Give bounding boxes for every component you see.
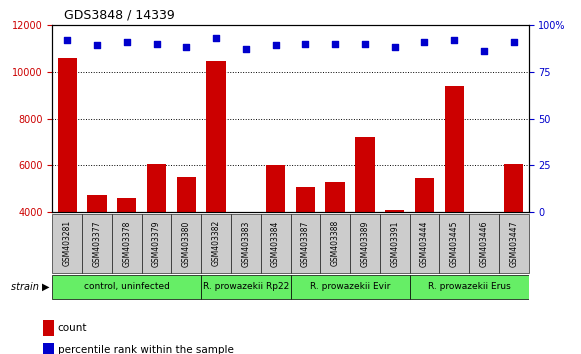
Bar: [201, 275, 290, 299]
Text: GSM403383: GSM403383: [241, 220, 250, 267]
Text: percentile rank within the sample: percentile rank within the sample: [58, 345, 234, 354]
Bar: [58, 58, 77, 212]
Bar: [444, 86, 464, 212]
Point: [63, 37, 72, 42]
Point: [331, 41, 340, 46]
Bar: [290, 275, 410, 299]
Bar: [266, 165, 285, 212]
Text: GSM403446: GSM403446: [479, 220, 489, 267]
Point: [271, 42, 280, 48]
Text: GSM403379: GSM403379: [152, 220, 161, 267]
Bar: [415, 178, 434, 212]
Point: [211, 35, 221, 41]
Text: GSM403389: GSM403389: [360, 220, 370, 267]
Bar: [52, 275, 201, 299]
Point: [479, 48, 489, 54]
Bar: [385, 210, 404, 212]
Text: GSM403445: GSM403445: [450, 220, 459, 267]
Bar: [290, 214, 320, 273]
Bar: [320, 214, 350, 273]
Bar: [201, 214, 231, 273]
Bar: [410, 214, 439, 273]
Text: control, uninfected: control, uninfected: [84, 282, 170, 291]
Text: strain ▶: strain ▶: [11, 282, 49, 292]
Bar: [261, 214, 290, 273]
Bar: [439, 214, 469, 273]
Bar: [231, 214, 261, 273]
Bar: [112, 214, 142, 273]
Text: GSM403281: GSM403281: [63, 220, 71, 267]
Point: [301, 41, 310, 46]
Bar: [82, 214, 112, 273]
Bar: [43, 320, 54, 336]
Text: GDS3848 / 14339: GDS3848 / 14339: [64, 8, 175, 21]
Bar: [206, 61, 226, 212]
Text: GSM403391: GSM403391: [390, 220, 399, 267]
Text: GSM403377: GSM403377: [92, 220, 102, 267]
Bar: [410, 275, 529, 299]
Point: [420, 39, 429, 45]
Bar: [296, 187, 315, 212]
Text: GSM403387: GSM403387: [301, 220, 310, 267]
Bar: [117, 198, 137, 212]
Point: [92, 42, 102, 48]
Point: [450, 37, 459, 42]
Text: GSM403380: GSM403380: [182, 220, 191, 267]
Text: GSM403447: GSM403447: [510, 220, 518, 267]
Text: R. prowazekii Evir: R. prowazekii Evir: [310, 282, 390, 291]
Text: count: count: [58, 323, 87, 333]
Text: GSM403384: GSM403384: [271, 220, 280, 267]
Point: [241, 46, 250, 52]
Bar: [177, 177, 196, 212]
Text: GSM403444: GSM403444: [420, 220, 429, 267]
Bar: [43, 343, 54, 354]
Text: R. prowazekii Erus: R. prowazekii Erus: [428, 282, 511, 291]
Point: [122, 39, 131, 45]
Bar: [469, 214, 499, 273]
Bar: [350, 214, 380, 273]
Text: GSM403388: GSM403388: [331, 220, 340, 267]
Bar: [504, 164, 523, 212]
Bar: [499, 214, 529, 273]
Point: [360, 41, 370, 46]
Bar: [355, 137, 375, 212]
Point: [390, 45, 399, 50]
Bar: [87, 195, 107, 212]
Point: [152, 41, 161, 46]
Bar: [147, 164, 166, 212]
Bar: [142, 214, 171, 273]
Text: GSM403382: GSM403382: [211, 220, 221, 267]
Text: GSM403378: GSM403378: [122, 220, 131, 267]
Text: R. prowazekii Rp22: R. prowazekii Rp22: [203, 282, 289, 291]
Bar: [52, 214, 82, 273]
Point: [509, 39, 518, 45]
Point: [182, 45, 191, 50]
Bar: [325, 182, 345, 212]
Bar: [380, 214, 410, 273]
Bar: [171, 214, 201, 273]
